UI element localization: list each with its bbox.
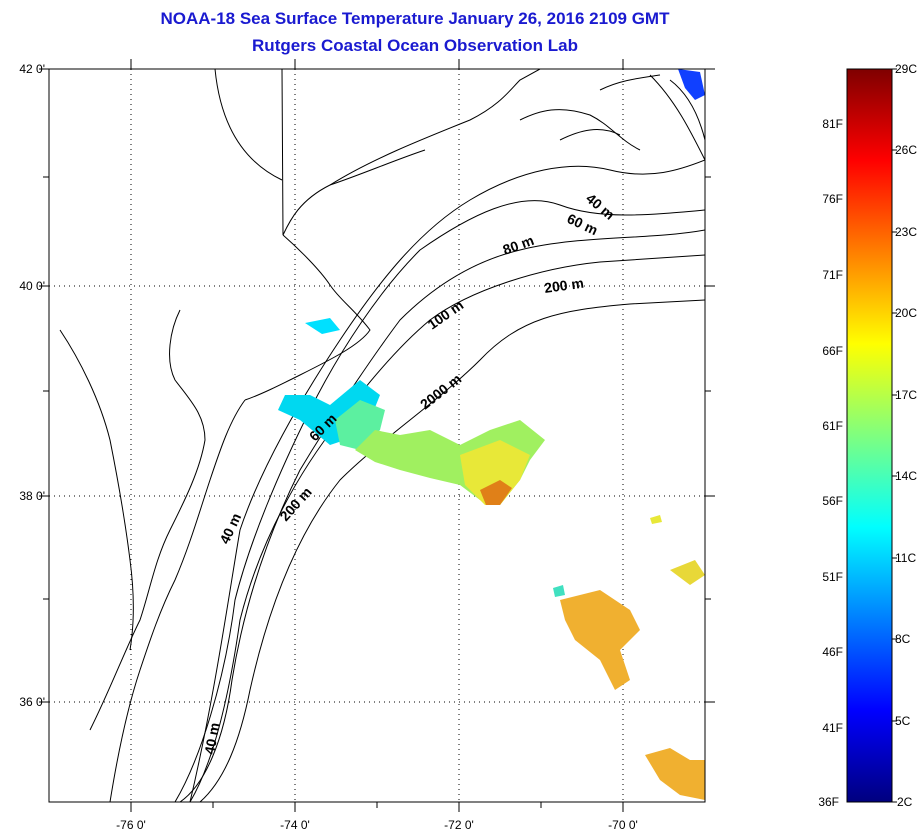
cb-label-c: 8C: [895, 632, 911, 646]
sst-patch-hot-spot: [480, 480, 512, 505]
map-subtitle: Rutgers Coastal Ocean Observation Lab: [252, 36, 578, 55]
cb-label-c: 23C: [895, 225, 917, 239]
contour-label-40m-nc: 40 m: [201, 721, 222, 755]
contour-label-200m-ne: 200 m: [543, 275, 585, 296]
sst-patch-gulf-stream-2: [645, 748, 705, 800]
cb-label-f: 51F: [822, 570, 843, 584]
map-title: NOAA-18 Sea Surface Temperature January …: [160, 9, 670, 28]
cb-label-f: 46F: [822, 645, 843, 659]
cb-label-f: 71F: [822, 268, 843, 282]
lon-label-72: -72 0': [444, 818, 474, 832]
cb-label-f: 36F: [818, 795, 839, 809]
cb-label-f: 66F: [822, 344, 843, 358]
colorbar-celsius-labels: 29C 26C 23C 20C 17C 14C 11C 8C 5C 2C: [895, 62, 917, 809]
contour-label-200m-sw: 200 m: [276, 484, 314, 524]
colorbar-fahrenheit-labels: 81F 76F 71F 66F 61F 56F 51F 46F 41F 36F: [818, 117, 843, 809]
lat-label-42: 42 0': [19, 62, 45, 76]
sst-patch-cape-cod: [678, 69, 705, 100]
lat-label-38: 38 0': [19, 489, 45, 503]
contour-label-100m: 100 m: [425, 297, 467, 333]
cb-label-c: 29C: [895, 62, 917, 76]
colorbar: [846, 68, 893, 803]
sst-patch-gulf-stream-1: [560, 590, 640, 690]
lon-label-76: -76 0': [116, 818, 146, 832]
cb-label-f: 56F: [822, 494, 843, 508]
colorbar-ticks: [892, 68, 897, 803]
contour-label-2000m: 2000 m: [417, 371, 464, 413]
lat-label-40: 40 0': [19, 279, 45, 293]
cb-label-f: 61F: [822, 419, 843, 433]
lon-label-74: -74 0': [280, 818, 310, 832]
cb-label-c: 14C: [895, 469, 917, 483]
cb-label-c: 26C: [895, 143, 917, 157]
coastline: [59, 69, 661, 802]
cb-label-f: 76F: [822, 192, 843, 206]
cb-label-c: 11C: [895, 551, 916, 565]
sst-patch-warm-core: [460, 440, 530, 505]
sst-patch-ny-bight: [305, 318, 340, 334]
cb-label-c: 20C: [895, 306, 917, 320]
lon-label-70: -70 0': [608, 818, 638, 832]
cb-label-c: 2C: [897, 795, 913, 809]
cb-label-f: 41F: [822, 721, 843, 735]
contour-label-60m-ne: 60 m: [565, 210, 601, 238]
cb-label-f: 81F: [822, 117, 843, 131]
sst-data: [278, 69, 705, 800]
sst-patch-gulf-stream-3: [670, 560, 705, 585]
contour-label-80m: 80 m: [501, 232, 536, 258]
lat-label-36: 36 0': [19, 695, 45, 709]
sst-patch-small-2: [553, 585, 565, 597]
tick-marks: [39, 59, 715, 812]
sst-patch-small-1: [650, 515, 662, 524]
cb-label-c: 17C: [895, 388, 917, 402]
cb-label-c: 5C: [895, 714, 911, 728]
